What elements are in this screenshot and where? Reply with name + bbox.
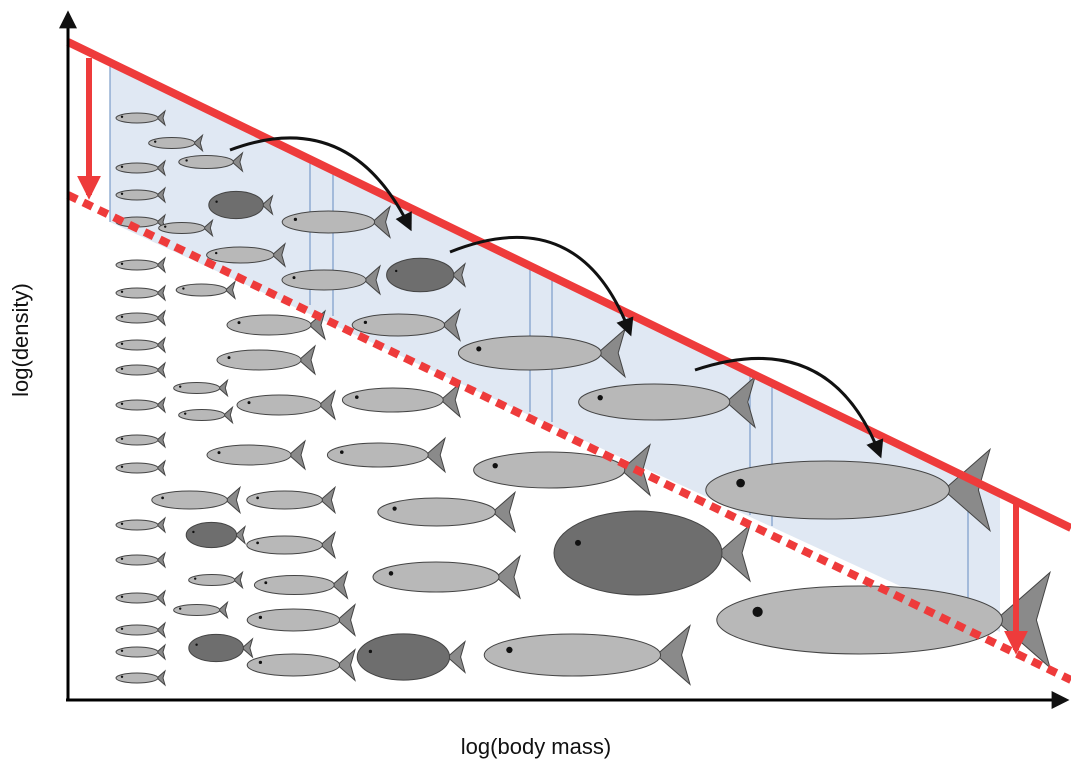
fish — [208, 190, 274, 220]
fish — [246, 485, 336, 515]
fish — [115, 109, 166, 127]
x-axis-label: log(body mass) — [461, 734, 611, 759]
fish — [281, 264, 381, 296]
fish — [326, 436, 446, 474]
growth-arrows — [229, 136, 884, 459]
fish — [115, 309, 166, 327]
fish — [175, 280, 236, 300]
fish — [386, 257, 466, 293]
fish — [351, 308, 461, 342]
fish — [115, 336, 166, 354]
fish — [173, 600, 229, 620]
fish — [178, 151, 244, 173]
fish — [246, 530, 336, 560]
fish — [253, 570, 349, 600]
upper-line — [66, 38, 1071, 532]
fish — [553, 510, 751, 596]
fish — [115, 431, 166, 449]
fish — [216, 344, 316, 376]
fish — [246, 648, 356, 682]
fish — [115, 621, 166, 639]
fish — [158, 218, 214, 238]
fish — [236, 389, 336, 421]
fish — [148, 133, 204, 153]
fish — [115, 361, 166, 379]
fish — [372, 554, 521, 600]
fish — [377, 490, 516, 534]
y-axis-label: log(density) — [8, 283, 33, 397]
fish — [281, 205, 391, 239]
fish-illustrations — [115, 109, 1051, 687]
fish — [151, 485, 241, 515]
fish — [115, 551, 166, 569]
fish — [115, 396, 166, 414]
fish — [178, 405, 234, 425]
fish — [716, 570, 1051, 670]
fish — [188, 570, 244, 590]
fish — [483, 624, 691, 686]
fish — [457, 327, 626, 379]
fish — [246, 603, 356, 637]
fish — [188, 633, 254, 663]
fish — [185, 521, 246, 549]
fish — [341, 381, 461, 419]
fish — [206, 439, 306, 471]
fish — [226, 309, 326, 341]
fish — [578, 375, 756, 429]
fish — [115, 256, 166, 274]
fish — [173, 378, 229, 398]
fish — [115, 589, 166, 607]
fish — [115, 459, 166, 477]
fish — [115, 213, 166, 231]
fish — [115, 643, 166, 661]
fish — [115, 186, 166, 204]
fish — [356, 633, 466, 681]
fish — [115, 159, 166, 177]
fish — [115, 516, 166, 534]
fish — [206, 242, 286, 268]
fish — [115, 669, 166, 687]
fish — [705, 447, 991, 533]
fish — [115, 284, 166, 302]
